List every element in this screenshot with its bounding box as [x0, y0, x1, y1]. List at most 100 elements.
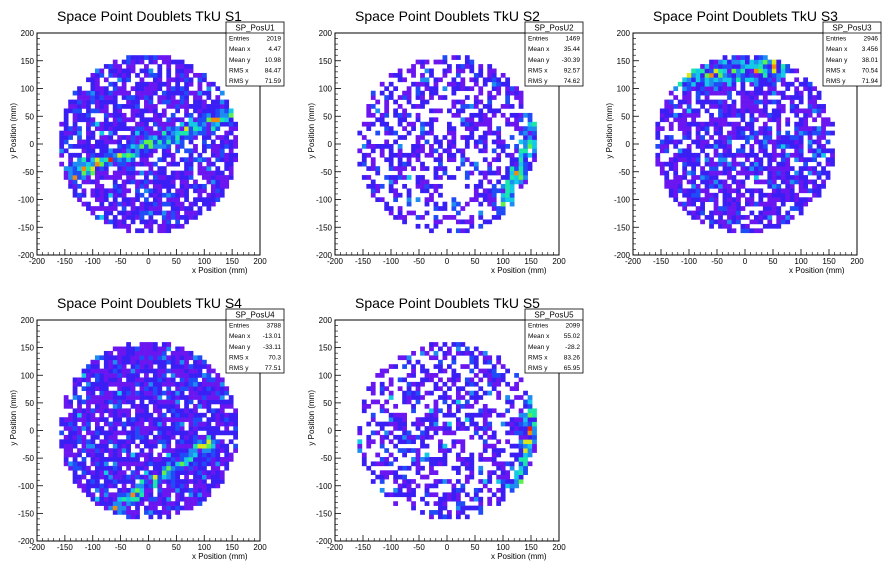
heatmap-cell	[505, 77, 511, 83]
heatmap-cell	[184, 434, 189, 440]
heatmap-cell	[197, 99, 203, 105]
heatmap-cell	[830, 152, 835, 158]
heatmap-cell	[700, 197, 705, 203]
stats-label: Entries	[229, 36, 250, 43]
heatmap-cell	[429, 373, 434, 378]
heatmap-cell	[798, 108, 804, 114]
heatmap-cell	[718, 64, 723, 69]
heatmap-cell	[514, 443, 519, 449]
heatmap-cell	[197, 448, 203, 453]
heatmap-cell	[505, 104, 511, 109]
heatmap-cell	[460, 157, 466, 163]
heatmap-cell	[487, 104, 493, 109]
heatmap-cell	[130, 152, 136, 158]
heatmap-cell	[366, 121, 372, 127]
heatmap-cell	[193, 474, 198, 480]
heatmap-cell	[112, 179, 118, 185]
heatmap-cell	[727, 72, 732, 78]
y-tick-label: -100	[18, 196, 35, 205]
heatmap-cell	[148, 395, 154, 400]
heatmap-cell	[509, 152, 515, 158]
heatmap-cell	[68, 126, 73, 131]
heatmap-cell	[812, 188, 817, 194]
heatmap-cell	[94, 139, 100, 145]
heatmap-cell	[500, 448, 506, 453]
heatmap-cell	[135, 496, 140, 502]
heatmap-cell	[695, 139, 701, 145]
heatmap-cell	[500, 112, 506, 118]
heatmap-cell	[722, 77, 728, 83]
heatmap-cell	[780, 139, 786, 145]
heatmap-cell	[718, 188, 723, 194]
heatmap-cell	[664, 170, 670, 176]
heatmap-cell	[393, 99, 399, 105]
heatmap-cell	[695, 175, 701, 180]
heatmap-cell	[776, 144, 782, 149]
heatmap-cell	[103, 474, 109, 480]
heatmap-cell	[464, 377, 470, 383]
heatmap-cell	[816, 192, 822, 198]
heatmap-cell	[709, 192, 714, 198]
heatmap-cell	[202, 434, 207, 440]
heatmap-cell	[117, 510, 123, 515]
heatmap-cell	[179, 434, 185, 440]
heatmap-cell	[505, 381, 511, 387]
heatmap-cell	[767, 215, 773, 220]
heatmap-cell	[139, 421, 145, 427]
heatmap-cell	[825, 121, 831, 127]
heatmap-cell	[166, 346, 172, 352]
heatmap-cell	[202, 77, 207, 83]
heatmap-cell	[202, 479, 207, 484]
heatmap-cell	[780, 219, 786, 225]
heatmap-cell	[758, 215, 764, 220]
heatmap-cell	[668, 161, 674, 167]
heatmap-cell	[433, 408, 439, 414]
heatmap-cell	[157, 461, 163, 467]
heatmap-cell	[99, 448, 105, 453]
heatmap-cell	[821, 183, 826, 189]
heatmap-cell	[357, 161, 363, 167]
heatmap-cell	[157, 72, 163, 78]
heatmap-cell	[86, 104, 91, 109]
heatmap-cell	[682, 175, 688, 180]
heatmap-cell	[460, 386, 466, 392]
heatmap-cell	[188, 201, 194, 207]
heatmap-cell	[420, 121, 425, 127]
heatmap-cell	[379, 381, 385, 387]
heatmap-cell	[509, 166, 515, 171]
heatmap-cell	[184, 206, 189, 211]
heatmap-cell	[188, 364, 194, 369]
heatmap-cell	[206, 108, 212, 114]
heatmap-cell	[451, 399, 457, 405]
heatmap-cell	[210, 479, 216, 484]
heatmap-cell	[682, 161, 688, 167]
heatmap-cell	[219, 390, 225, 396]
heatmap-cell	[411, 421, 416, 427]
heatmap-cell	[215, 439, 221, 445]
heatmap-cell	[482, 148, 488, 154]
heatmap-cell	[736, 126, 741, 131]
heatmap-cell	[197, 130, 203, 136]
heatmap-cell	[193, 470, 198, 475]
heatmap-cell	[188, 157, 194, 163]
stats-label: RMS x	[229, 354, 249, 361]
heatmap-cell	[785, 64, 791, 69]
heatmap-cell	[94, 373, 100, 378]
x-tick-label: 0	[445, 257, 450, 266]
heatmap-cell	[188, 183, 194, 189]
heatmap-cell	[388, 126, 394, 131]
heatmap-cell	[188, 421, 194, 427]
heatmap-cell	[193, 465, 198, 471]
heatmap-cell	[749, 117, 755, 123]
heatmap-cell	[429, 390, 434, 396]
heatmap-cell	[433, 170, 439, 176]
heatmap-cell	[442, 59, 448, 65]
heatmap-cell	[81, 104, 87, 109]
heatmap-cell	[366, 175, 372, 180]
heatmap-cell	[202, 412, 207, 418]
heatmap-cell	[816, 135, 822, 140]
heatmap-cell	[464, 117, 470, 123]
heatmap-cell	[433, 223, 439, 229]
heatmap-cell	[460, 439, 466, 445]
heatmap-cell	[789, 139, 795, 145]
